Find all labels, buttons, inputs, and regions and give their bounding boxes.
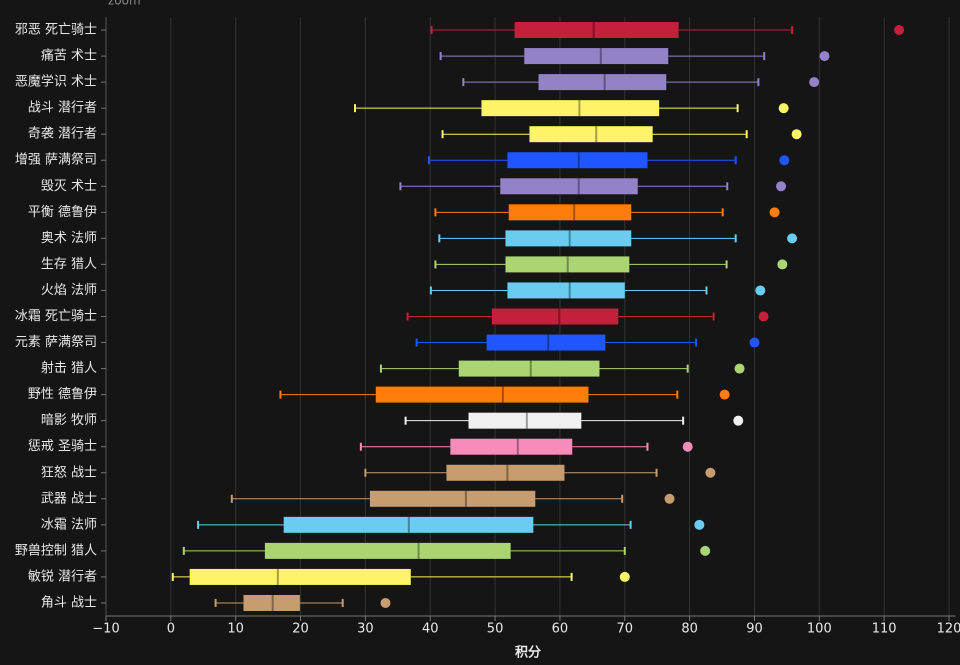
outlier [769, 207, 780, 218]
outlier [694, 519, 705, 530]
x-tick-label: 100 [807, 622, 832, 637]
outlier [755, 285, 766, 296]
x-tick-label: 40 [422, 622, 439, 637]
box [529, 126, 653, 143]
box [243, 594, 300, 611]
box [375, 386, 589, 403]
box [524, 48, 669, 65]
x-tick-label: 0 [167, 622, 175, 637]
y-tick-label: 冰霜 死亡骑士 [15, 309, 97, 324]
box [500, 178, 638, 195]
box [468, 412, 582, 429]
x-tick-label: 10 [227, 622, 244, 637]
x-tick-label: 120 [937, 622, 960, 637]
y-tick-label: 痛苦 术士 [41, 48, 97, 64]
y-tick-label: 武器 战士 [41, 491, 97, 506]
box [450, 438, 573, 455]
x-axis-title: 积分 [515, 645, 541, 661]
y-tick-label: 毁灭 术士 [41, 179, 97, 194]
y-tick-label: 奥术 法师 [41, 231, 97, 246]
x-tick-label: 110 [872, 622, 897, 637]
outlier [779, 155, 790, 166]
box [491, 308, 619, 325]
box [189, 568, 411, 585]
y-tick-label: 暗影 牧师 [41, 413, 97, 428]
y-tick-label: 敏锐 潜行者 [28, 569, 97, 584]
box [505, 230, 632, 247]
box [507, 282, 625, 299]
y-tick-label: 狂怒 战士 [41, 465, 97, 480]
outlier [682, 441, 693, 452]
outlier [787, 233, 798, 244]
y-tick-label: 野兽控制 猎人 [15, 543, 97, 558]
box [508, 204, 632, 221]
outlier [719, 389, 730, 400]
outlier [776, 181, 787, 192]
outlier [619, 571, 630, 582]
y-tick-label: 惩戒 圣骑士 [28, 439, 97, 454]
outlier [809, 77, 820, 88]
box [538, 74, 667, 91]
y-tick-label: 冰霜 法师 [41, 517, 97, 532]
x-tick-label: 70 [617, 622, 634, 637]
box [264, 542, 511, 559]
y-tick-label: 恶魔学识 术士 [15, 74, 97, 90]
y-tick-label: 元素 萨满祭司 [15, 335, 97, 350]
outlier [705, 467, 716, 478]
outlier [758, 311, 769, 322]
x-tick-label: 60 [552, 622, 569, 637]
y-tick-label: 战斗 潜行者 [28, 101, 97, 116]
x-tick-label: 30 [357, 622, 374, 637]
y-tick-label: 射击 猎人 [41, 360, 97, 376]
outlier [733, 415, 744, 426]
box [486, 334, 606, 351]
y-tick-label: 奇袭 潜行者 [28, 126, 97, 142]
outlier [777, 259, 788, 270]
outlier [734, 363, 745, 374]
x-tick-label: 80 [681, 622, 698, 637]
outlier [894, 25, 905, 36]
box [505, 256, 630, 273]
outlier [791, 129, 802, 140]
outlier [819, 51, 830, 62]
x-tick-label: 90 [746, 622, 763, 637]
x-tick-label: −10 [92, 622, 119, 637]
box [458, 360, 600, 377]
y-tick-label: 角斗 战士 [41, 595, 97, 610]
zoom-label: zoom [108, 0, 141, 8]
y-tick-label: 火焰 法师 [41, 283, 97, 298]
y-tick-label: 平衡 德鲁伊 [28, 205, 97, 220]
y-tick-label: 增强 萨满祭司 [15, 153, 97, 168]
outlier [700, 545, 711, 556]
outlier [778, 103, 789, 114]
box [446, 464, 565, 481]
box [507, 152, 648, 169]
x-tick-label: 20 [292, 622, 309, 637]
box [481, 100, 660, 117]
box [283, 516, 534, 533]
outlier [749, 337, 760, 348]
y-tick-label: 野性 德鲁伊 [28, 387, 97, 402]
y-tick-label: 生存 猎人 [41, 257, 97, 272]
x-tick-label: 50 [487, 622, 504, 637]
outlier [664, 493, 675, 504]
box [369, 490, 536, 507]
y-tick-label: 邪恶 死亡骑士 [15, 23, 97, 38]
outlier [380, 597, 391, 608]
box [514, 22, 679, 39]
